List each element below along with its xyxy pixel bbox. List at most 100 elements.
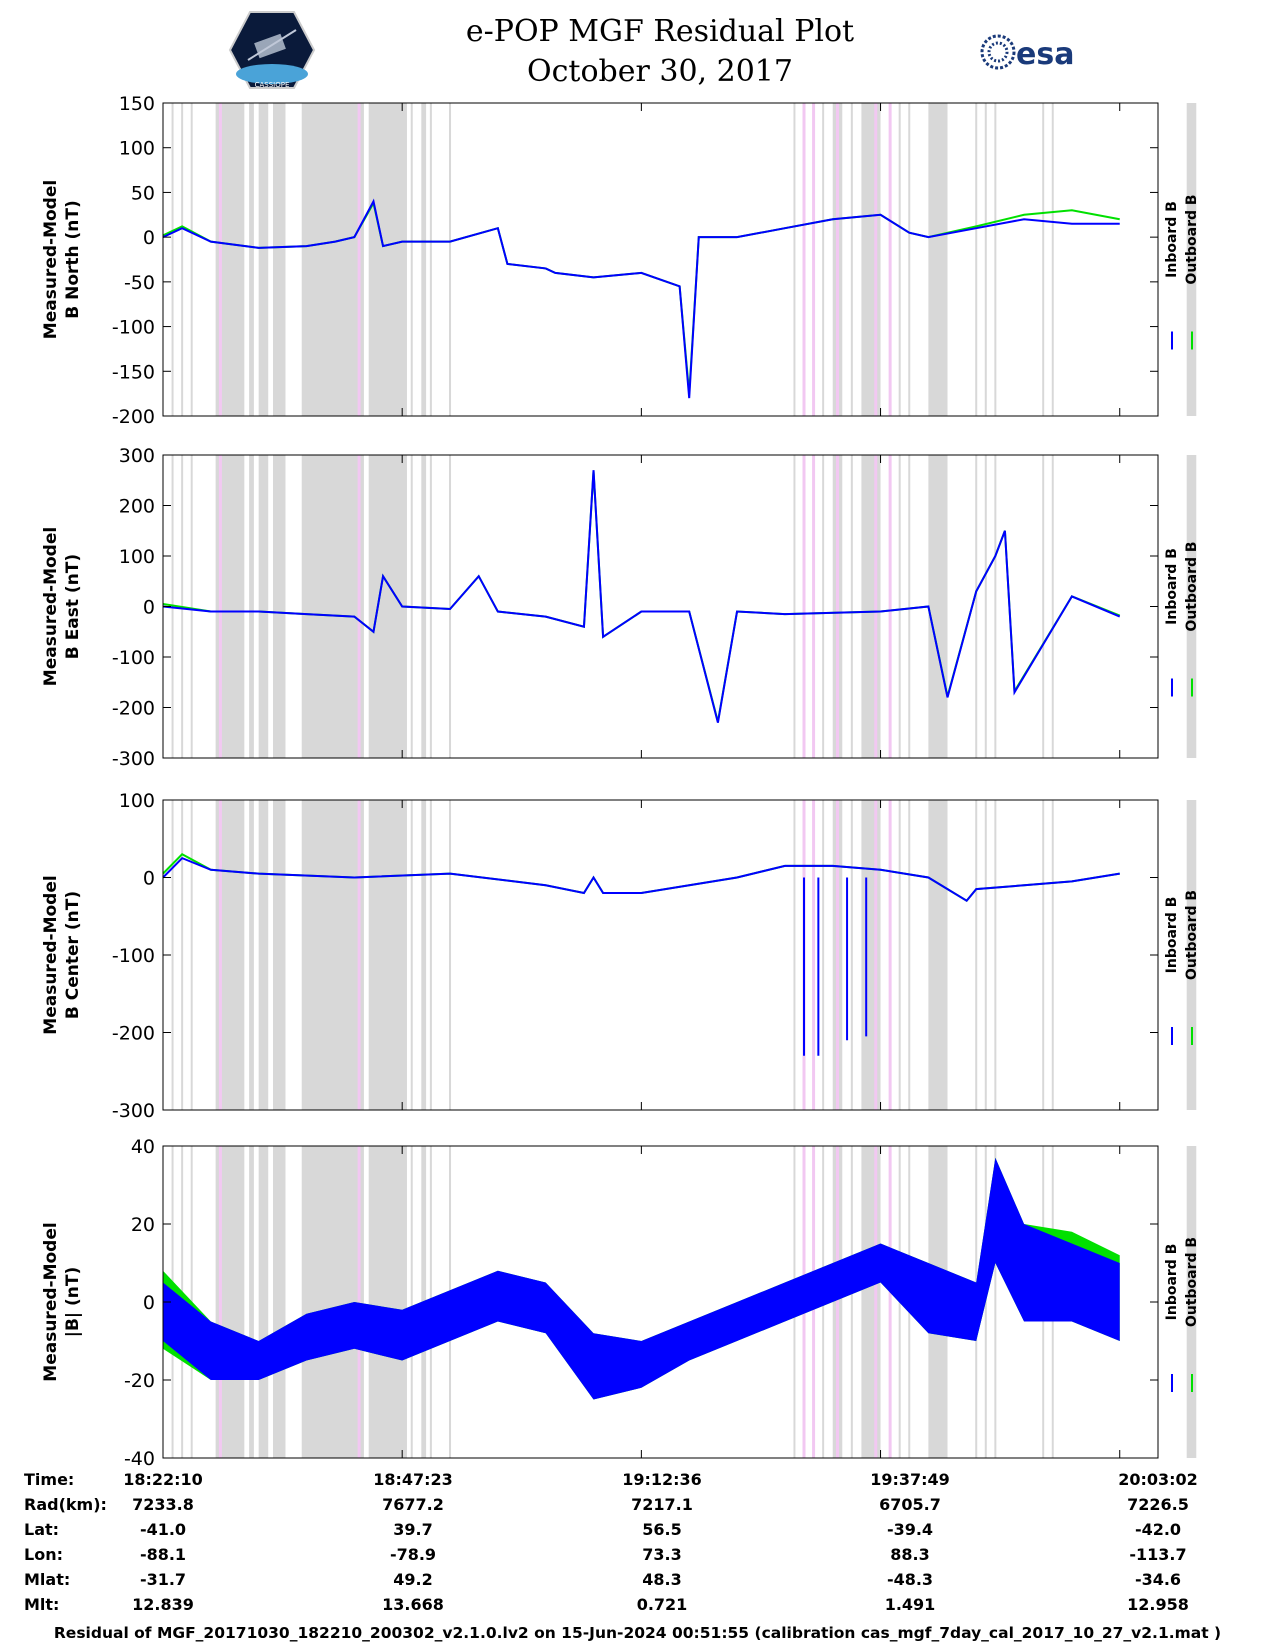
y-tick-label: -100	[112, 945, 155, 967]
y-tick-label: -20	[124, 1370, 155, 1392]
gap-band-10	[1186, 455, 1197, 758]
ephemeris-cell: -78.9	[389, 1545, 437, 1564]
y-tick-label: -300	[112, 1100, 155, 1122]
ephemeris-row-label: Mlt:	[24, 1595, 60, 1614]
ephemeris-row-label: Lat:	[24, 1520, 60, 1539]
y-tick-label: 100	[119, 138, 155, 160]
title-line-1: e-POP MGF Residual Plot	[465, 14, 855, 49]
gap-band-2	[258, 455, 269, 758]
ephemeris-cell: -48.3	[886, 1570, 934, 1589]
page-title: e-POP MGF Residual Plot October 30, 2017	[420, 12, 900, 92]
ephemeris-row-label: Rad(km):	[24, 1495, 107, 1514]
y-axis-label: B Center (nT)	[63, 891, 83, 1019]
ephemeris-cell: 18:22:10	[123, 1470, 203, 1489]
ephemeris-cell: 88.3	[890, 1545, 930, 1564]
legend-label: Inboard B	[1164, 548, 1180, 625]
ephemeris-cell: -41.0	[139, 1520, 187, 1539]
y-tick-label: 100	[119, 790, 155, 812]
ephemeris-cell: -88.1	[139, 1545, 187, 1564]
gap-band-1	[249, 455, 254, 758]
y-tick-label: -100	[112, 647, 155, 669]
gap-band-1	[249, 1146, 254, 1458]
ephemeris-row-label: Mlat:	[24, 1570, 71, 1589]
gap-band-5	[368, 103, 407, 416]
y-tick-label: -150	[112, 361, 155, 383]
gap-band-8	[861, 103, 881, 416]
gap-band-6	[421, 103, 427, 416]
esa-logo: esa	[978, 32, 1090, 76]
y-tick-label: -100	[112, 317, 155, 339]
gap-band-2	[258, 103, 269, 416]
y-tick-label: 100	[119, 546, 155, 568]
ephemeris-cell: -42.0	[1134, 1520, 1182, 1539]
gap-band-1	[249, 800, 254, 1110]
ephemeris-cell: 6705.7	[879, 1495, 941, 1514]
y-tick-label: -300	[112, 748, 155, 770]
gap-band-5	[368, 800, 407, 1110]
series-inboard	[163, 1157, 1120, 1400]
gap-band-9	[928, 455, 948, 758]
ephemeris-cell: 20:03:02	[1118, 1470, 1198, 1489]
ephemeris-cell: 56.5	[642, 1520, 682, 1539]
legend-label: Outboard B	[1184, 541, 1200, 631]
y-tick-label: 0	[143, 868, 155, 890]
ephemeris-cell: -113.7	[1129, 1545, 1187, 1564]
series-inboard	[162, 470, 1121, 723]
ephemeris-cell: 13.668	[382, 1595, 444, 1614]
cassiope-logo: CASSIOPE	[228, 10, 316, 94]
gap-band-2	[258, 1146, 269, 1458]
ephemeris-cell: 49.2	[393, 1570, 433, 1589]
y-tick-label: -200	[112, 1023, 155, 1045]
ephemeris-cell: -31.7	[139, 1570, 187, 1589]
y-axis-label: B East (nT)	[63, 554, 83, 659]
chart-panel-1: 150 100 50 0 -50 -100 -150 -200 Measured-Model B …	[41, 93, 1200, 428]
legend-label: Outboard B	[1184, 194, 1200, 284]
gap-band-4	[301, 1146, 364, 1458]
gap-band-8	[861, 455, 881, 758]
ephemeris-cell: 18:47:23	[373, 1470, 453, 1489]
ephemeris-cell: 7217.1	[631, 1495, 693, 1514]
chart-panel-2: 300 200 100 0 -100 -200 -300 Measured-Model B Ea…	[41, 445, 1200, 770]
ephemeris-cell: 12.839	[132, 1595, 194, 1614]
gap-band-10	[1186, 103, 1197, 416]
gap-band-10	[1186, 1146, 1197, 1458]
ephemeris-cell: 7677.2	[382, 1495, 444, 1514]
ephemeris-cell: 7226.5	[1127, 1495, 1189, 1514]
y-axis-label: Measured-Model	[41, 180, 61, 339]
ephemeris-cell: 12.958	[1127, 1595, 1189, 1614]
gap-band-8	[861, 1146, 881, 1458]
ephemeris-cell: 73.3	[642, 1545, 682, 1564]
series-inboard	[162, 856, 1120, 903]
title-line-2: October 30, 2017	[527, 54, 793, 89]
gap-band-3	[273, 103, 286, 416]
gap-band-8	[861, 800, 881, 1110]
gap-band-5	[368, 1146, 407, 1458]
y-tick-label: 50	[131, 182, 155, 204]
y-axis-label: B North (nT)	[63, 200, 83, 319]
gap-band-4	[301, 103, 364, 416]
esa-logo-text: esa	[1016, 37, 1074, 72]
ephemeris-cell: 19:37:49	[870, 1470, 950, 1489]
y-tick-label: 0	[143, 227, 155, 249]
gap-band-6	[421, 455, 427, 758]
gap-band-2	[258, 800, 269, 1110]
y-tick-label: 0	[143, 597, 155, 619]
gap-band-4	[301, 800, 364, 1110]
y-tick-label: 20	[131, 1214, 155, 1236]
cassiope-logo-text: CASSIOPE	[255, 81, 290, 89]
plot-frame	[162, 102, 1159, 417]
ephemeris-cell: 39.7	[393, 1520, 433, 1539]
legend-label: Outboard B	[1184, 890, 1200, 980]
y-tick-label: 150	[119, 93, 155, 115]
y-tick-label: 200	[119, 496, 155, 518]
ephemeris-cell: -39.4	[886, 1520, 934, 1539]
chart-panel-4: 40 20 0 -20 -40 Measured-Model |B| (nT) Inboard…	[41, 1136, 1200, 1470]
ephemeris-cell: 48.3	[642, 1570, 682, 1589]
y-tick-label: -200	[112, 698, 155, 720]
ephemeris-cell: 7233.8	[132, 1495, 194, 1514]
legend-label: Outboard B	[1184, 1237, 1200, 1327]
series-inboard	[162, 198, 1120, 399]
y-axis-label: Measured-Model	[41, 1222, 61, 1381]
y-tick-label: 40	[131, 1136, 155, 1158]
